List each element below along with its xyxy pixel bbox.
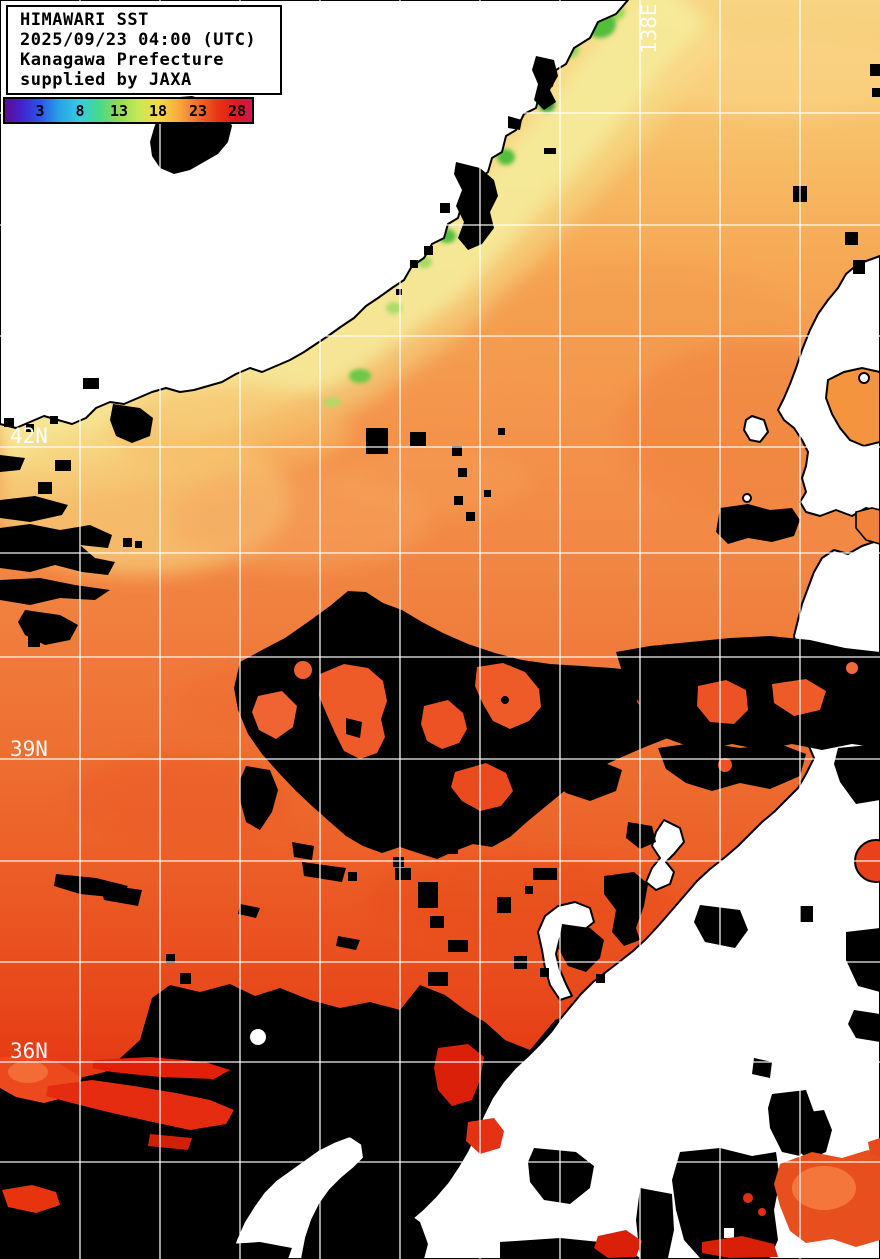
colorbar-gradient-bar xyxy=(3,97,254,124)
cloud-streak-left xyxy=(18,610,78,645)
map-credit: supplied by JAXA xyxy=(20,70,192,90)
cloud-hole xyxy=(252,691,297,739)
cloud-over-land xyxy=(326,1196,428,1259)
map-timestamp: 2025/09/23 04:00 (UTC) xyxy=(20,30,257,50)
cloud-band-east xyxy=(616,636,880,750)
cloud-streak-left xyxy=(0,578,110,605)
colorbar: 3 8 13 18 23 28 xyxy=(3,97,254,124)
cloud-speck xyxy=(292,842,314,860)
island-sado xyxy=(645,819,685,891)
cloud-dots-mid xyxy=(366,428,505,521)
cloud-hole xyxy=(697,680,748,724)
cloud-patch xyxy=(552,760,622,801)
cloud-hole xyxy=(772,679,826,716)
islet xyxy=(742,493,752,503)
cloud-streak-left xyxy=(0,496,68,522)
cloud-hole xyxy=(846,662,858,674)
cloud-cover-layer xyxy=(0,56,880,1259)
swirl xyxy=(70,755,290,845)
cloud-over-land xyxy=(672,1148,780,1258)
warm-patch-red xyxy=(434,1044,484,1106)
lat-label: 42N xyxy=(10,424,48,448)
colorbar-tick-label: 23 xyxy=(189,102,207,120)
warm-speck xyxy=(868,1138,880,1156)
colorbar-tick-label: 3 xyxy=(35,102,44,120)
cloud-band-east-lower xyxy=(658,742,806,791)
cloud-over-coast xyxy=(846,928,880,992)
colorbar-tick-label: 8 xyxy=(75,102,84,120)
warm-speck xyxy=(758,1208,766,1216)
swirl xyxy=(330,445,530,515)
warm-core xyxy=(8,1061,48,1083)
cloud-streak-left xyxy=(0,455,25,472)
colorbar-tick-label: 18 xyxy=(149,102,167,120)
cloud-dots xyxy=(348,857,404,881)
island-oki xyxy=(248,1027,268,1047)
cloud-coast-speck xyxy=(508,116,522,130)
islet-in-bay xyxy=(858,372,870,384)
cloud-over-land xyxy=(196,1242,292,1259)
colorbar-tick-label: 13 xyxy=(110,102,128,120)
cloud-dots-redzone xyxy=(54,862,360,950)
strait-water xyxy=(855,507,880,545)
lon-label: 138E xyxy=(637,3,661,54)
warm-core xyxy=(792,1166,856,1210)
warm-water-patches xyxy=(0,1044,880,1258)
cloud-patch xyxy=(716,504,800,544)
info-box: HIMAWARI SST 2025/09/23 04:00 (UTC) Kana… xyxy=(6,5,282,95)
cloud-patch xyxy=(240,766,278,830)
warm-patch xyxy=(110,385,350,475)
peninsula-hook xyxy=(537,901,595,1001)
cloud-patch xyxy=(694,905,748,948)
cloud-patch xyxy=(626,822,656,849)
coordinate-labels: 42N 39N 36N 138E xyxy=(10,3,661,1063)
cloud-hole xyxy=(451,763,513,811)
cloud-coast-speck xyxy=(532,56,558,110)
warm-streak xyxy=(660,33,880,117)
cloud-streak-left xyxy=(0,524,115,575)
warm-patch-red xyxy=(466,1118,504,1154)
colorbar-tick-labels: 3 8 13 18 23 28 xyxy=(35,102,246,120)
cloud-hole xyxy=(475,663,541,729)
cloud-coast-strip xyxy=(454,162,498,250)
warm-patch-red xyxy=(148,1134,192,1150)
warm-patch-red xyxy=(2,1185,60,1213)
cloud-patch xyxy=(558,924,604,972)
lat-label: 36N xyxy=(10,1039,48,1063)
island-small xyxy=(743,415,769,443)
cloud-hole xyxy=(319,664,387,759)
cloud-over-land xyxy=(752,1058,772,1078)
cloud-over-land xyxy=(636,1188,674,1258)
cloud-speck xyxy=(346,718,362,738)
map-title: HIMAWARI SST xyxy=(20,10,149,30)
map-region: Kanagawa Prefecture xyxy=(20,50,224,70)
warm-speck xyxy=(743,1193,753,1203)
cloud-patch xyxy=(604,872,648,946)
cloud-hole xyxy=(294,661,312,679)
bay-water xyxy=(824,366,880,448)
lat-label: 39N xyxy=(10,737,48,761)
cloud-streak-left xyxy=(110,404,153,443)
swirl xyxy=(370,855,670,945)
cloud-over-land xyxy=(848,1010,880,1042)
warm-patch-red xyxy=(702,1236,778,1258)
cloud-speck xyxy=(501,696,509,704)
cloud-hole xyxy=(421,700,467,749)
cloud-hole xyxy=(718,758,732,772)
warm-patch-red xyxy=(594,1230,642,1258)
peninsula-noto xyxy=(229,1135,365,1259)
warm-patch-red xyxy=(46,1080,234,1130)
colorbar-tick-label: 28 xyxy=(228,102,246,120)
